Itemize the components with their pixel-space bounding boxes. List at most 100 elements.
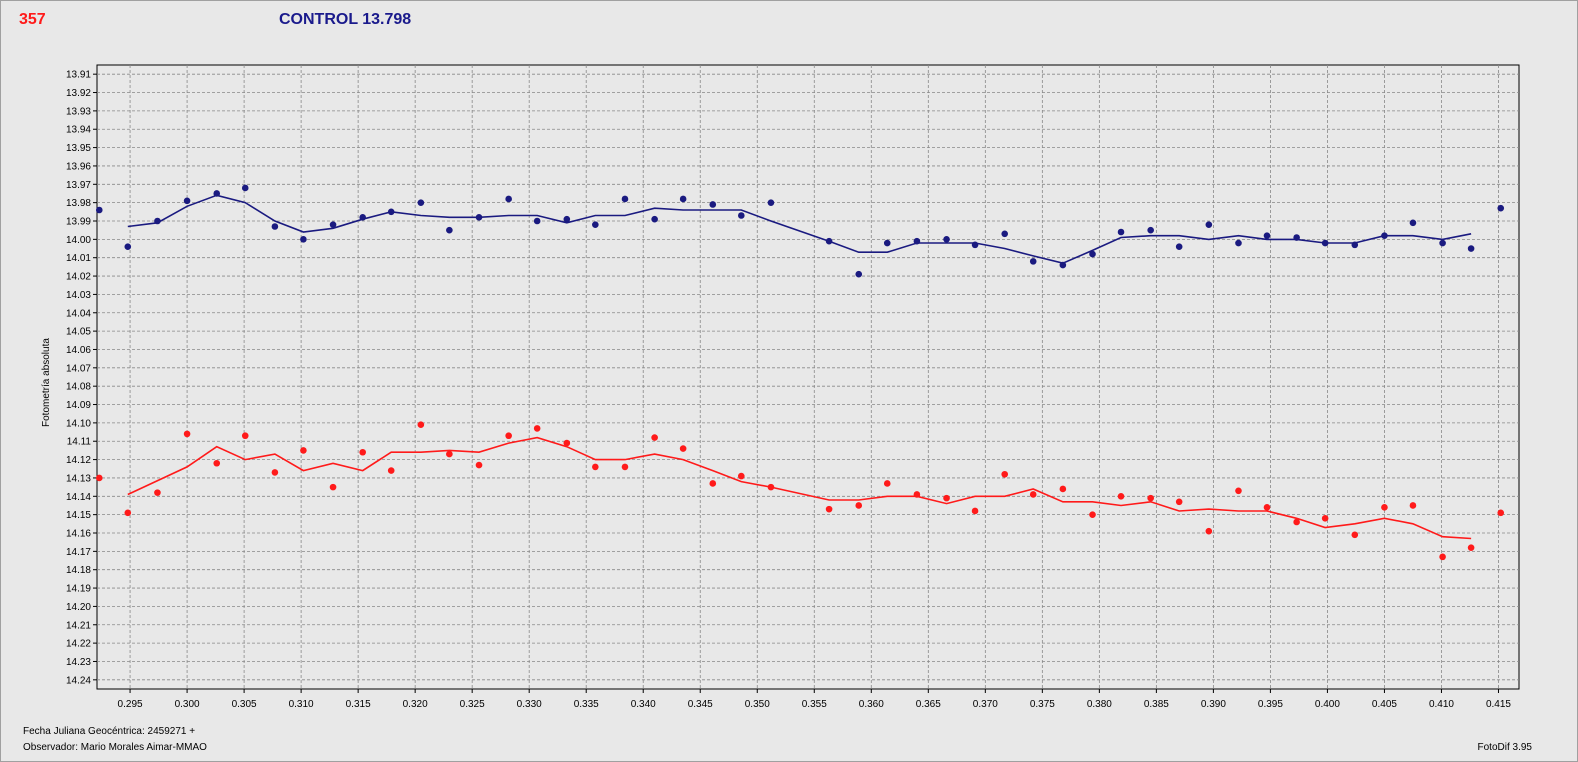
y-tick-label: 13.98: [66, 198, 91, 209]
y-tick-label: 14.09: [66, 400, 91, 411]
control-data-point: [855, 270, 863, 278]
control-data-point: [1263, 232, 1271, 239]
variable-data-point: [329, 483, 337, 491]
x-tick-label: 0.385: [1144, 699, 1169, 710]
variable-data-point: [825, 505, 833, 513]
variable-data-point: [1147, 494, 1154, 502]
variable-data-point: [679, 445, 687, 452]
variable-data-point: [271, 469, 279, 476]
control-data-point: [1293, 234, 1300, 241]
control-data-point: [1175, 243, 1183, 250]
y-tick-label: 14.01: [66, 253, 91, 264]
control-data-point: [95, 206, 103, 214]
control-data-point: [563, 215, 571, 223]
y-tick-label: 13.92: [66, 88, 91, 99]
variable-data-point: [359, 448, 366, 456]
control-data-point: [1147, 226, 1154, 234]
variable-data-point: [1175, 498, 1183, 506]
y-tick-label: 13.91: [66, 70, 91, 81]
control-data-point: [533, 217, 541, 225]
control-data-point: [241, 184, 249, 192]
variable-data-point: [621, 463, 629, 471]
variable-data-point: [709, 480, 717, 487]
x-tick-labels: 0.295 0.300 0.305 0.310 0.315 0.320 0.325 0.330…: [118, 699, 1512, 710]
control-data-point: [943, 236, 950, 243]
control-star-title: CONTROL 13.798: [279, 11, 412, 28]
y-tick-label: 14.11: [67, 437, 92, 448]
control-series: [95, 184, 1505, 278]
control-data-point: [651, 215, 658, 223]
control-data-point: [592, 221, 599, 228]
grid-layer: [93, 65, 1519, 693]
control-data-point: [505, 195, 512, 203]
star-name-title: 357: [19, 11, 46, 28]
control-data-point: [1117, 228, 1125, 236]
variable-data-point: [563, 439, 571, 447]
x-tick-label: 0.395: [1258, 699, 1283, 710]
y-tick-label: 14.05: [66, 327, 91, 338]
y-tick-label: 14.21: [66, 620, 91, 631]
y-tick-label: 14.12: [66, 455, 91, 466]
x-tick-label: 0.390: [1201, 699, 1226, 710]
control-data-point: [1351, 241, 1359, 249]
variable-data-point: [300, 447, 307, 454]
observer-label: Observador: Mario Morales Aimar-MMAO: [23, 742, 207, 753]
variable-data-point: [943, 494, 950, 502]
control-trend-line: [127, 194, 1472, 265]
variable-data-point: [737, 472, 745, 480]
x-tick-label: 0.300: [175, 699, 200, 710]
y-tick-label: 13.95: [66, 143, 91, 154]
variable-data-point: [1381, 504, 1388, 511]
variable-data-point: [1439, 553, 1446, 561]
control-data-point: [300, 236, 307, 243]
control-data-point: [446, 226, 453, 234]
y-tick-label: 13.96: [66, 161, 91, 172]
variable-data-point: [1467, 544, 1475, 551]
variable-data-point: [1029, 491, 1037, 498]
y-tick-label: 14.22: [66, 639, 91, 650]
x-tick-label: 0.375: [1030, 699, 1055, 710]
y-tick-label: 14.08: [66, 382, 91, 393]
y-tick-label: 13.93: [66, 106, 91, 117]
control-data-point: [359, 214, 366, 221]
control-data-point: [1497, 204, 1505, 212]
y-tick-label: 14.16: [66, 529, 91, 540]
control-data-point: [883, 239, 891, 247]
variable-data-point: [1321, 515, 1329, 522]
control-data-point: [1467, 245, 1475, 252]
y-tick-label: 14.23: [66, 657, 91, 668]
variable-data-point: [1263, 504, 1271, 511]
variable-data-point: [592, 463, 599, 471]
variable-data-point: [883, 480, 891, 487]
x-tick-label: 0.335: [574, 699, 599, 710]
variable-trend-line: [127, 436, 1472, 540]
y-axis-label: Fotometría absoluta: [41, 338, 52, 427]
variable-data-point: [1351, 531, 1359, 539]
x-tick-label: 0.415: [1486, 699, 1511, 710]
variable-data-point: [95, 474, 103, 482]
x-tick-label: 0.320: [403, 699, 428, 710]
variable-data-point: [1235, 487, 1242, 495]
y-tick-label: 13.99: [66, 217, 91, 228]
x-tick-label: 0.360: [859, 699, 884, 710]
control-data-point: [825, 237, 833, 245]
control-data-point: [417, 199, 425, 206]
x-tick-label: 0.330: [517, 699, 542, 710]
y-tick-label: 14.06: [66, 345, 91, 356]
y-tick-label: 14.04: [66, 308, 91, 319]
variable-data-point: [417, 421, 425, 429]
y-tick-label: 14.10: [66, 418, 91, 429]
control-data-point: [767, 199, 775, 206]
variable-series: [95, 421, 1505, 561]
y-tick-label: 14.13: [66, 473, 91, 484]
x-tick-label: 0.345: [688, 699, 713, 710]
y-tick-label: 14.24: [66, 675, 91, 686]
x-tick-label: 0.295: [118, 699, 143, 710]
y-tick-label: 14.15: [66, 510, 91, 521]
variable-data-point: [475, 461, 483, 469]
control-data-point: [1321, 239, 1329, 247]
control-data-point: [913, 237, 921, 245]
y-tick-label: 14.03: [66, 290, 91, 301]
y-tick-label: 14.02: [66, 272, 91, 283]
